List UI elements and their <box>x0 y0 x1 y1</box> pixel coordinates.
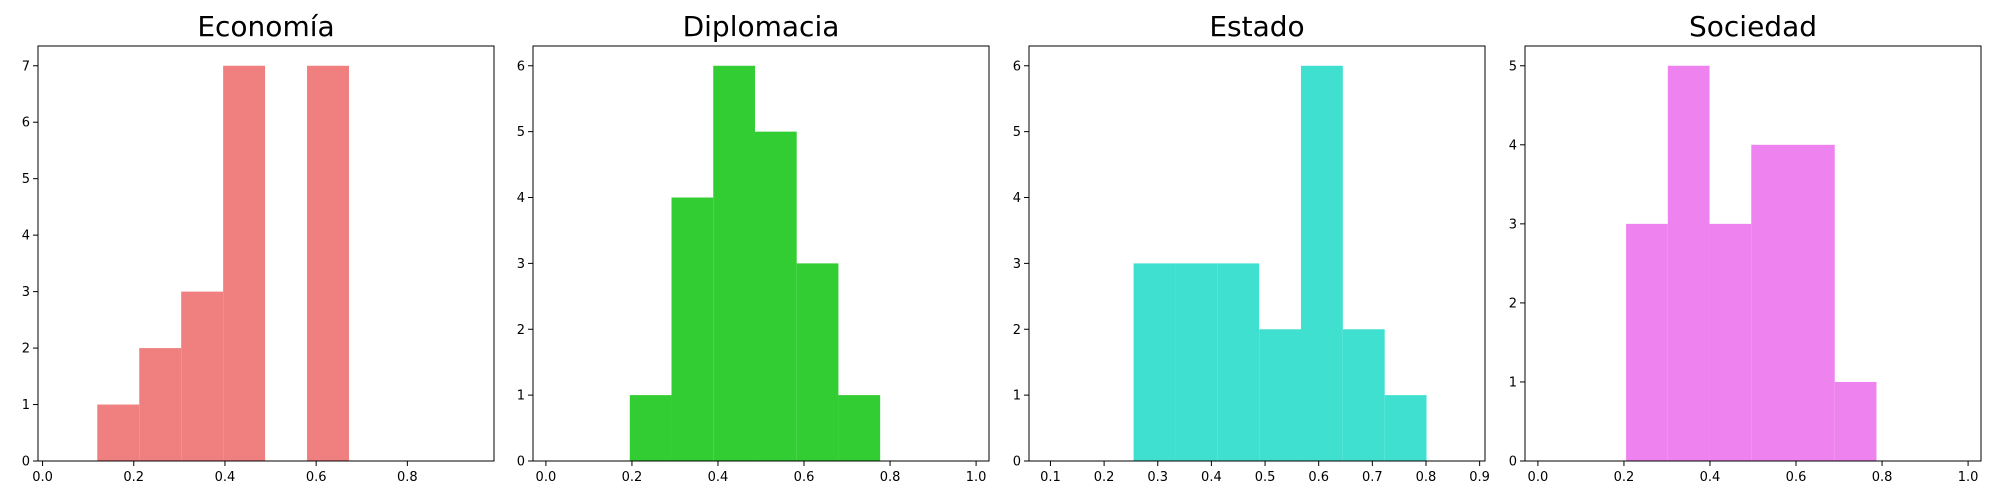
y-tick-label: 2 <box>1013 323 1021 338</box>
x-tick-label: 1.0 <box>1958 470 1979 485</box>
y-tick-label: 6 <box>22 116 30 131</box>
x-tick-label: 0.9 <box>1469 470 1490 485</box>
x-tick-label: 0.0 <box>32 470 53 485</box>
panel-title: Diplomacia <box>683 10 840 43</box>
histogram-bar <box>796 263 839 461</box>
panel-title: Sociedad <box>1689 10 1817 43</box>
x-tick-label: 0.4 <box>215 470 236 485</box>
histogram-bar <box>1175 263 1218 461</box>
y-tick-label: 5 <box>517 125 525 140</box>
histogram-bar <box>97 404 140 461</box>
panel-economia: Economía 0.0 0.2 0.4 0.6 0.8 0 1 2 3 4 5 6 7 <box>22 10 495 485</box>
y-tick-label: 5 <box>1509 59 1517 74</box>
y-tick-label: 2 <box>22 342 30 357</box>
y-tick-label: 2 <box>517 323 525 338</box>
histogram-bars <box>1133 65 1427 461</box>
histogram-bar <box>1342 329 1385 461</box>
y-tick-label: 0 <box>1509 455 1517 470</box>
y-tick-label: 3 <box>1509 217 1517 232</box>
x-tick-label: 0.4 <box>1700 470 1721 485</box>
y-tick-label: 4 <box>1509 138 1517 153</box>
histogram-bar <box>713 65 755 461</box>
histogram-bar <box>754 131 797 461</box>
x-tick-label: 0.6 <box>1308 470 1329 485</box>
x-tick-label: 0.6 <box>794 470 815 485</box>
x-tick-label: 0.4 <box>1201 470 1222 485</box>
x-tick-label: 0.0 <box>536 470 557 485</box>
panel-sociedad: Sociedad 0.0 0.2 0.4 0.6 0.8 1.0 0 1 2 3 4 5 <box>1509 10 1982 485</box>
x-tick-label: 0.2 <box>622 470 643 485</box>
histogram-bar <box>1133 263 1176 461</box>
x-tick-label: 0.2 <box>123 470 144 485</box>
x-tick-label: 0.5 <box>1255 470 1276 485</box>
y-tick-label: 0 <box>1013 455 1021 470</box>
y-tick-label: 7 <box>22 59 30 74</box>
histogram-bar <box>1384 395 1427 461</box>
histogram-bar <box>223 65 266 461</box>
histogram-bar <box>181 291 224 461</box>
histogram-bars <box>1626 65 1877 462</box>
x-tick-label: 1.0 <box>966 470 987 485</box>
x-tick-label: 0.3 <box>1147 470 1168 485</box>
x-tick-label: 0.8 <box>1416 470 1437 485</box>
axes-frame <box>37 45 495 462</box>
histogram-bar <box>1834 381 1877 461</box>
x-tick-label: 0.4 <box>708 470 729 485</box>
histogram-bar <box>139 348 182 461</box>
y-tick-label: 1 <box>1509 375 1517 390</box>
x-tick-label: 0.2 <box>1614 470 1635 485</box>
histogram-bar <box>1709 223 1752 461</box>
histogram-bar <box>1300 65 1343 461</box>
x-tick-label: 0.1 <box>1040 470 1061 485</box>
x-tick-label: 0.6 <box>306 470 327 485</box>
x-tick-label: 0.8 <box>397 470 418 485</box>
histogram-bar <box>629 395 672 461</box>
y-tick-label: 0 <box>22 455 30 470</box>
histogram-bar <box>1667 65 1710 461</box>
axes-frame <box>532 45 990 462</box>
y-tick-label: 1 <box>1013 389 1021 404</box>
histogram-bar <box>1751 144 1794 462</box>
histogram-bar <box>1793 144 1835 462</box>
panel-estado: Estado 0.1 0.2 0.3 0.4 0.5 0.6 0.7 0.8 0.9 0 1 2 3 4 5… <box>1013 10 1490 485</box>
panel-title: Estado <box>1209 10 1304 43</box>
histogram-bar <box>1259 329 1301 461</box>
histogram-bars <box>629 65 881 461</box>
y-tick-label: 3 <box>22 285 30 300</box>
y-tick-label: 4 <box>22 229 30 244</box>
histogram-bar <box>838 395 881 461</box>
y-tick-label: 2 <box>1509 296 1517 311</box>
y-tick-label: 5 <box>1013 125 1021 140</box>
axes-frame <box>1524 45 1982 462</box>
y-tick-label: 0 <box>517 455 525 470</box>
y-tick-label: 4 <box>1013 191 1021 206</box>
histogram-bars <box>97 65 349 461</box>
y-tick-label: 6 <box>1013 59 1021 74</box>
y-tick-label: 3 <box>1013 257 1021 272</box>
y-tick-label: 1 <box>517 389 525 404</box>
x-tick-label: 0.8 <box>1872 470 1893 485</box>
histogram-bar <box>671 197 714 461</box>
x-tick-label: 0.7 <box>1362 470 1383 485</box>
histogram-bar <box>1217 263 1260 461</box>
axes-frame <box>1028 45 1486 462</box>
x-tick-label: 0.2 <box>1094 470 1115 485</box>
x-tick-label: 0.6 <box>1786 470 1807 485</box>
y-tick-label: 5 <box>22 172 30 187</box>
panel-diplomacia: Diplomacia 0.0 0.2 0.4 0.6 0.8 1.0 0 1 2 3 4 5 6 <box>517 10 990 485</box>
x-tick-label: 0.0 <box>1528 470 1549 485</box>
y-tick-label: 4 <box>517 191 525 206</box>
y-tick-label: 6 <box>517 59 525 74</box>
histogram-bar <box>307 65 349 461</box>
x-tick-label: 0.8 <box>880 470 901 485</box>
histogram-bar <box>1626 223 1668 461</box>
y-tick-label: 1 <box>22 398 30 413</box>
panel-title: Economía <box>197 10 334 43</box>
y-tick-label: 3 <box>517 257 525 272</box>
